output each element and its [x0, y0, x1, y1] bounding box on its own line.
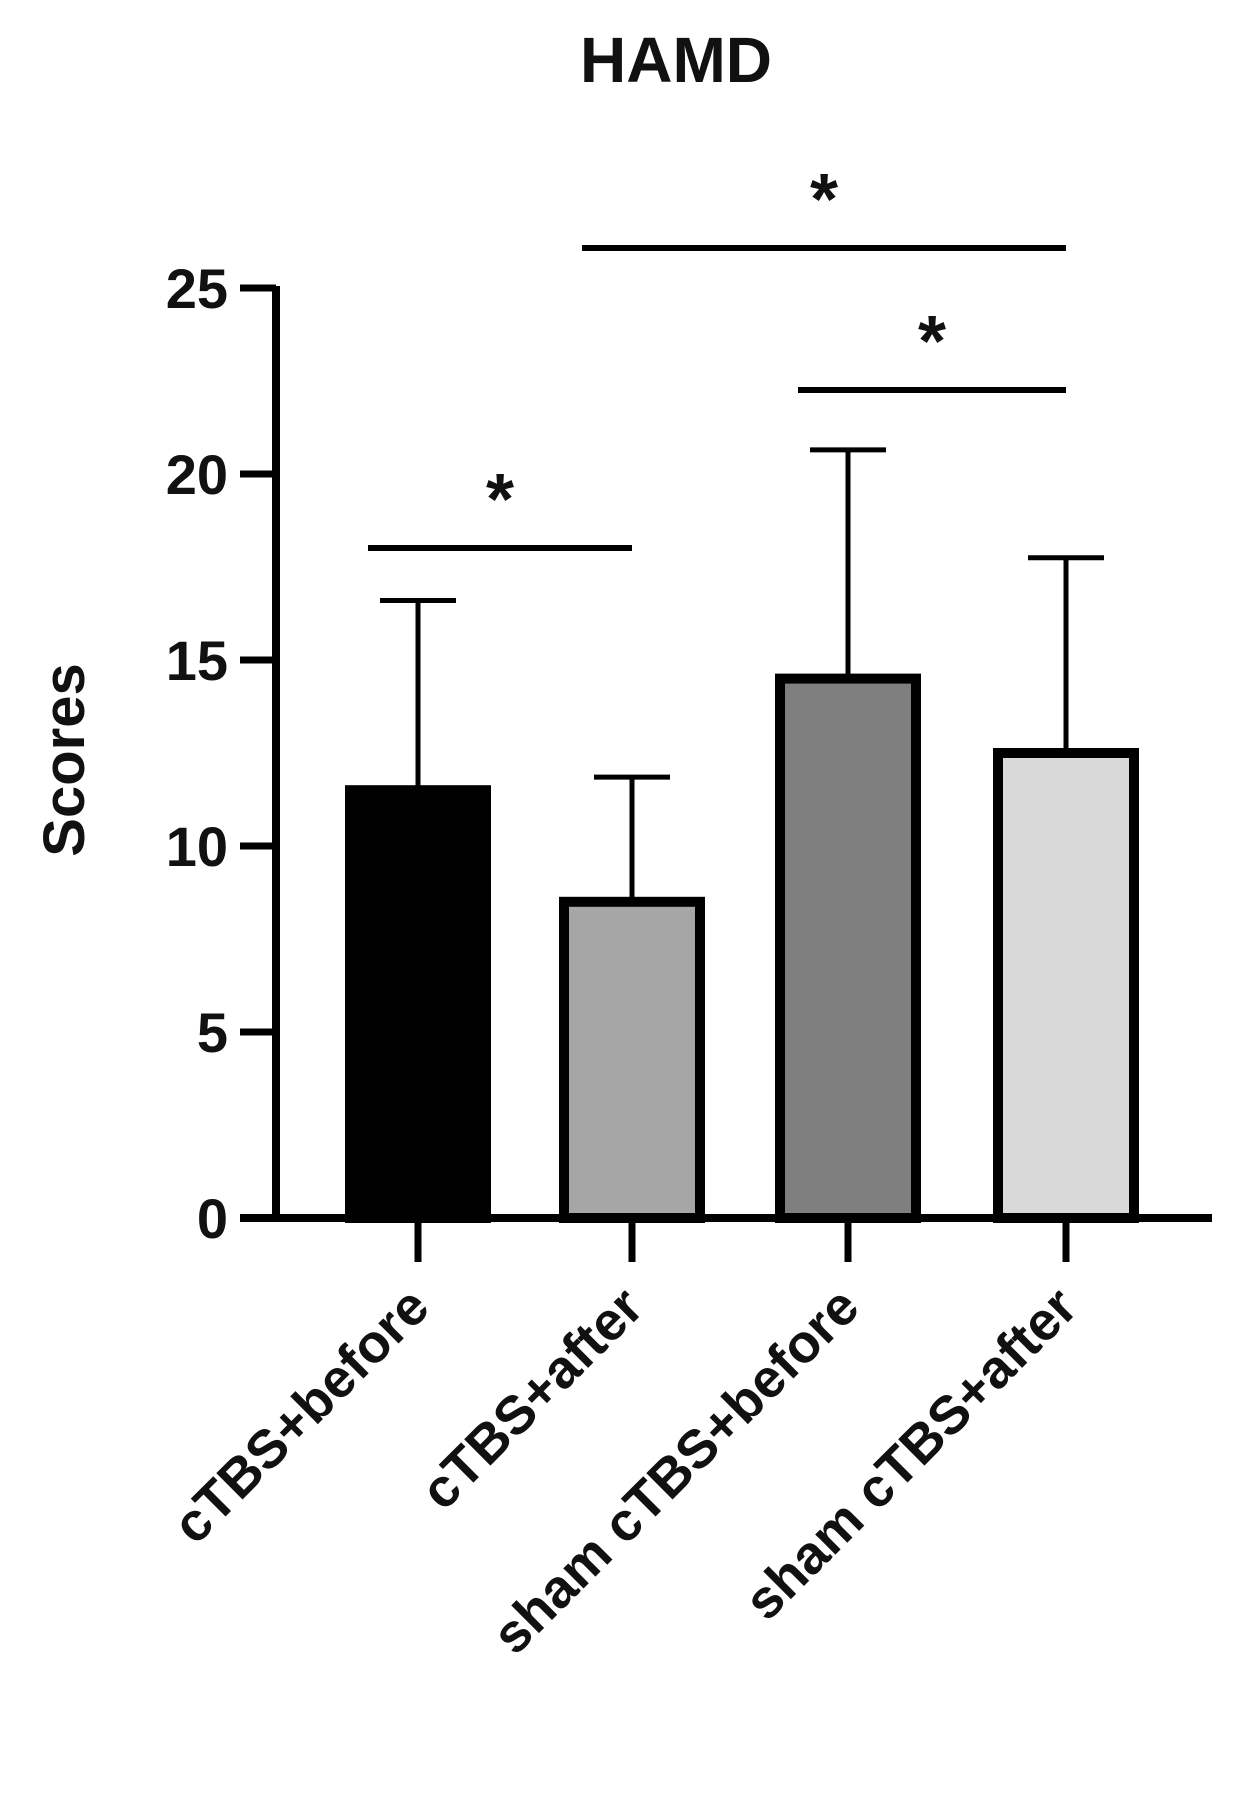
x-tick-label-3: sham cTBS+before	[481, 1276, 870, 1665]
y-tick-label-25: 25	[166, 257, 228, 320]
chart-title: HAMD	[580, 24, 772, 96]
y-tick-label-0: 0	[197, 1187, 228, 1250]
x-tick-label-1: cTBS+before	[161, 1276, 440, 1555]
y-axis-label: Scores	[32, 663, 97, 856]
significance-star-1: *	[486, 460, 514, 540]
y-tick-label-5: 5	[197, 1001, 228, 1064]
y-tick-label-20: 20	[166, 443, 228, 506]
y-tick-label-15: 15	[166, 629, 228, 692]
bar-2	[559, 896, 705, 1223]
x-tick-label-2: cTBS+after	[409, 1276, 654, 1521]
bar-4	[993, 748, 1139, 1223]
bar-3	[775, 673, 921, 1223]
bar-1	[345, 785, 491, 1223]
significance-star-3: *	[810, 160, 838, 240]
significance-star-2: *	[918, 302, 946, 382]
y-tick-label-10: 10	[166, 815, 228, 878]
